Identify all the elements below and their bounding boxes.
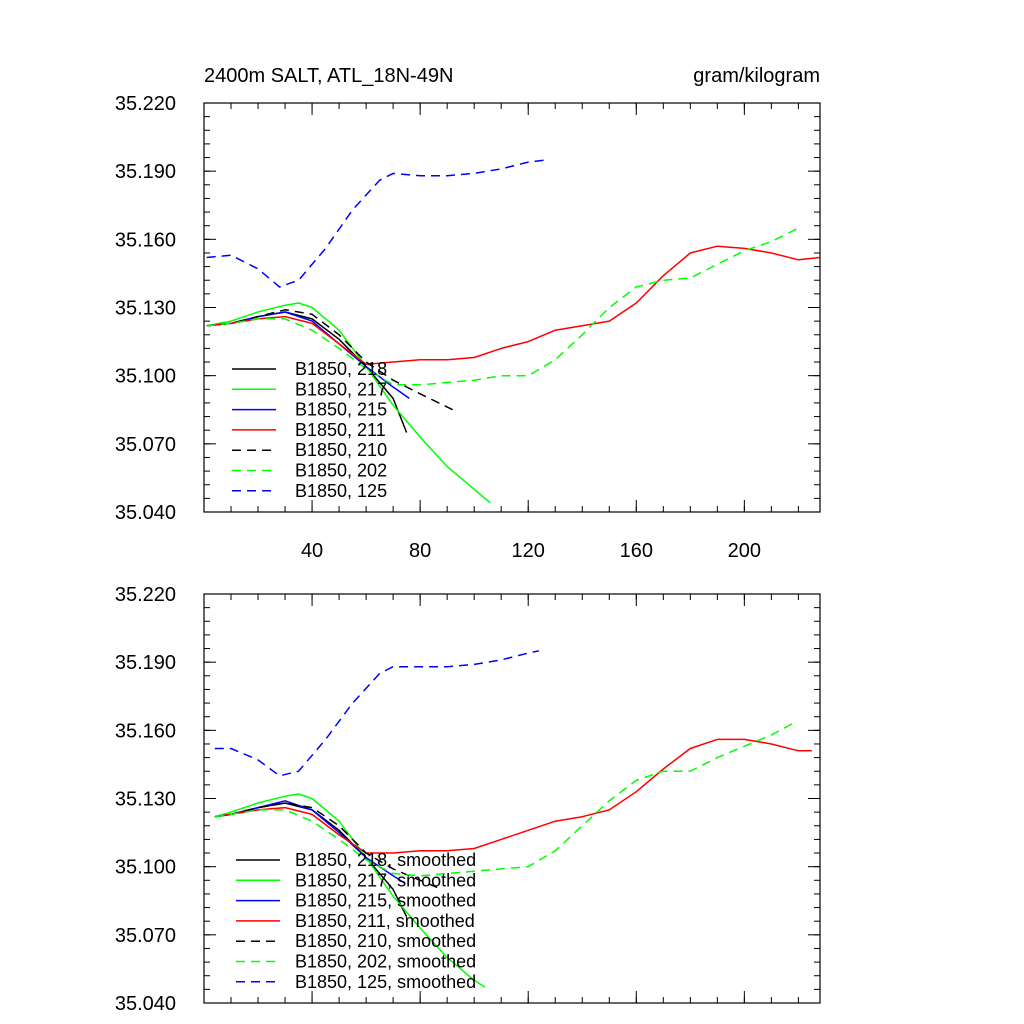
y-tick-label: 35.040: [115, 502, 176, 524]
y-tick-label: 35.190: [115, 161, 176, 183]
legend-label: B1850, 125, smoothed: [295, 972, 476, 992]
y-tick-label: 35.160: [115, 229, 176, 251]
y-tick-label: 35.220: [115, 93, 176, 115]
legend-label: B1850, 202: [295, 461, 387, 481]
series-line: [214, 738, 812, 854]
series-line: [206, 245, 821, 366]
legend-label: B1850, 215, smoothed: [295, 891, 476, 911]
series-line: [206, 302, 491, 504]
series-line: [214, 793, 486, 988]
series-line: [214, 722, 794, 877]
legend-label: B1850, 217: [295, 379, 387, 399]
legend-label: B1850, 211, smoothed: [295, 911, 475, 931]
legend-label: B1850, 210, smoothed: [295, 931, 476, 951]
x-tick-label: 40: [301, 540, 323, 562]
y-tick-label: 35.190: [115, 652, 176, 674]
legend-label: B1850, 218: [295, 359, 387, 379]
legend-label: B1850, 218, smoothed: [295, 850, 476, 870]
x-tick-label: 120: [512, 540, 545, 562]
series-line: [214, 650, 540, 777]
top-panel: 35.040 35.070 35.100 35.130 35.160 35.190 35.2…: [115, 93, 821, 562]
legend-label: B1850, 202, smoothed: [295, 952, 476, 972]
y-tick-label: 35.130: [115, 789, 176, 811]
y-tick-label: 35.100: [115, 857, 176, 879]
y-tick-label: 35.040: [115, 993, 176, 1015]
x-tick-label: 200: [728, 540, 761, 562]
units-label: gram/kilogram: [693, 65, 820, 87]
y-tick-label: 35.160: [115, 720, 176, 742]
legend-label: B1850, 125: [295, 481, 387, 501]
y-tick-label: 35.070: [115, 434, 176, 456]
legend-label: B1850, 211: [295, 420, 386, 440]
bottom-panel: 35.040 35.070 35.100 35.130 35.160 35.190 35.2…: [115, 584, 821, 1015]
y-tick-label: 35.130: [115, 298, 176, 320]
series-line: [206, 309, 453, 411]
x-tick-label: 80: [409, 540, 431, 562]
y-tick-label: 35.070: [115, 925, 176, 947]
y-tick-label: 35.100: [115, 366, 176, 388]
x-tick-label: 160: [620, 540, 653, 562]
y-tick-label: 35.220: [115, 584, 176, 606]
series-line: [206, 227, 799, 386]
series-line: [206, 159, 548, 288]
chart-title: 2400m SALT, ATL_18N-49N: [204, 65, 453, 87]
legend-label: B1850, 215: [295, 400, 387, 420]
legend-label: B1850, 210: [295, 440, 387, 460]
legend-label: B1850, 217, smoothed: [295, 870, 476, 890]
